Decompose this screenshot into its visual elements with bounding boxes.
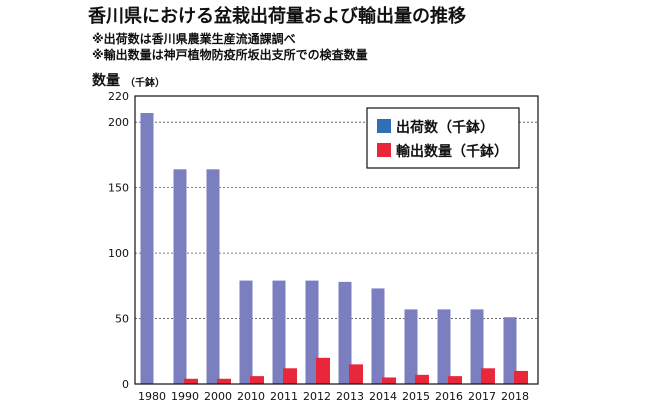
y-tick-label: 50 bbox=[115, 313, 129, 326]
bars bbox=[140, 113, 528, 384]
bar-exports bbox=[415, 374, 429, 384]
grid-lines bbox=[135, 121, 538, 319]
bar-exports bbox=[448, 376, 462, 384]
x-tick-label: 2017 bbox=[468, 390, 496, 403]
bar-exports bbox=[250, 376, 264, 384]
y-tick-label: 200 bbox=[108, 116, 129, 129]
legend-swatch-shipments bbox=[377, 119, 391, 133]
bar-shipments bbox=[404, 309, 418, 384]
y-tick-label: 150 bbox=[108, 182, 129, 195]
bar-exports bbox=[481, 368, 495, 384]
axis-ticks: 0 50 100 150 200 220 1980 1990 2000 2010 2011 2012 2… bbox=[108, 90, 529, 403]
chart-title: 香川県における盆栽出荷量および輸出量の推移 bbox=[88, 6, 466, 27]
bar-exports bbox=[184, 378, 198, 384]
bar-shipments bbox=[173, 169, 187, 384]
x-tick-label: 2012 bbox=[303, 390, 331, 403]
bar-exports bbox=[283, 368, 297, 384]
y-tick-label: 220 bbox=[108, 90, 129, 103]
legend-label-exports: 輸出数量（千鉢） bbox=[396, 143, 508, 160]
x-tick-label: 2018 bbox=[501, 390, 529, 403]
source-note-exports: ※輸出数量は神戸植物防疫所坂出支所での検査数量 bbox=[92, 48, 368, 62]
bar-shipments bbox=[371, 288, 385, 384]
x-tick-label: 1980 bbox=[138, 390, 166, 403]
bar-shipments bbox=[503, 317, 517, 384]
bar-shipments bbox=[206, 169, 220, 384]
legend-box bbox=[366, 107, 520, 169]
legend-label-shipments: 出荷数（千鉢） bbox=[396, 119, 494, 136]
x-tick-label: 2016 bbox=[435, 390, 463, 403]
plot-frame bbox=[134, 95, 539, 385]
bar-shipments bbox=[140, 113, 154, 384]
y-axis-unit: （千鉢） bbox=[125, 78, 165, 89]
bar-exports bbox=[316, 357, 330, 384]
bar-exports bbox=[217, 378, 231, 384]
bar-shipments bbox=[272, 280, 286, 384]
y-tick-label: 0 bbox=[122, 378, 129, 391]
bar-exports bbox=[382, 377, 396, 384]
source-note-shipments: ※出荷数は香川県農業生産流通課調べ bbox=[92, 32, 296, 46]
y-axis-label: 数量 bbox=[92, 73, 120, 89]
bar-shipments bbox=[239, 280, 253, 384]
legend-swatch-exports bbox=[377, 143, 391, 157]
legend: 出荷数（千鉢） 輸出数量（千鉢） bbox=[366, 107, 520, 169]
bar-shipments bbox=[470, 309, 484, 384]
x-tick-label: 2010 bbox=[237, 390, 265, 403]
bar-shipments bbox=[437, 309, 451, 384]
y-tick-label: 100 bbox=[108, 247, 129, 260]
x-tick-label: 1990 bbox=[171, 390, 199, 403]
x-tick-label: 2011 bbox=[270, 390, 298, 403]
x-tick-label: 2015 bbox=[402, 390, 430, 403]
bar-shipments bbox=[338, 281, 352, 384]
bar-shipments bbox=[305, 280, 319, 384]
bar-exports bbox=[349, 364, 363, 384]
x-tick-label: 2013 bbox=[336, 390, 364, 403]
x-tick-label: 2000 bbox=[204, 390, 232, 403]
x-tick-label: 2014 bbox=[369, 390, 397, 403]
bar-exports bbox=[514, 370, 528, 384]
